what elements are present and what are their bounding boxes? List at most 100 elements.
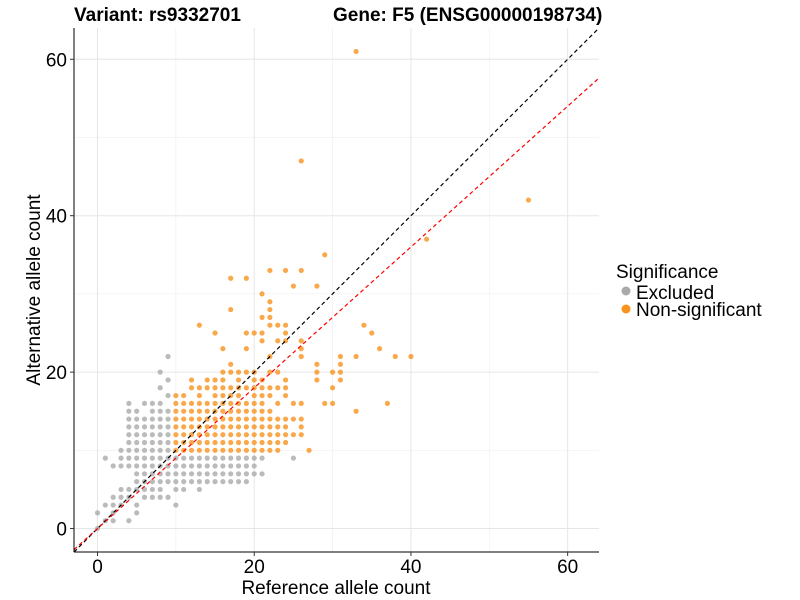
point-excluded — [149, 455, 155, 461]
point-excluded — [134, 463, 140, 469]
point-excluded — [126, 400, 132, 407]
point-excluded — [134, 471, 140, 477]
point-excluded — [157, 494, 163, 500]
point-excluded — [134, 479, 140, 485]
point-excluded — [157, 385, 163, 391]
point-excluded — [165, 416, 171, 422]
point-non-significant — [259, 424, 265, 430]
point-non-significant — [337, 353, 344, 360]
point-excluded — [126, 416, 132, 422]
point-excluded — [228, 463, 234, 469]
point-excluded — [126, 424, 132, 430]
point-non-significant — [282, 432, 289, 438]
point-excluded — [110, 494, 116, 500]
legend-label-non-significant: Non-significant — [636, 300, 762, 321]
point-excluded — [204, 471, 210, 477]
point-non-significant — [181, 432, 187, 438]
point-non-significant — [282, 416, 289, 422]
point-non-significant — [337, 361, 344, 367]
point-excluded — [118, 486, 124, 493]
point-non-significant — [188, 377, 195, 383]
point-excluded — [251, 471, 257, 477]
point-excluded — [118, 447, 124, 453]
point-non-significant — [251, 330, 257, 336]
point-non-significant — [259, 330, 265, 336]
point-non-significant — [212, 392, 218, 399]
point-non-significant — [353, 353, 359, 360]
point-excluded — [188, 463, 195, 469]
point-non-significant — [251, 392, 257, 399]
point-non-significant — [235, 416, 242, 422]
point-non-significant — [353, 408, 359, 414]
point-non-significant — [290, 283, 297, 289]
point-excluded — [157, 400, 163, 407]
point-non-significant — [259, 439, 265, 446]
point-non-significant — [220, 424, 226, 430]
point-non-significant — [196, 385, 202, 391]
point-excluded — [165, 494, 171, 500]
point-non-significant — [251, 447, 257, 453]
point-excluded — [196, 463, 202, 469]
point-excluded — [157, 439, 163, 446]
point-non-significant — [204, 432, 210, 438]
point-non-significant — [181, 424, 187, 430]
point-non-significant — [243, 408, 249, 414]
point-non-significant — [204, 377, 210, 383]
point-non-significant — [267, 385, 273, 391]
point-excluded — [149, 416, 155, 422]
point-non-significant — [298, 267, 304, 274]
point-excluded — [204, 479, 210, 485]
point-non-significant — [314, 361, 320, 367]
point-non-significant — [329, 369, 336, 375]
point-excluded — [134, 447, 140, 453]
point-excluded — [196, 471, 202, 477]
point-non-significant — [204, 447, 210, 453]
y-tick-label: 60 — [46, 50, 67, 71]
point-excluded — [110, 502, 116, 508]
point-excluded — [212, 463, 218, 469]
point-excluded — [212, 479, 218, 485]
point-excluded — [126, 518, 132, 524]
point-excluded — [212, 455, 218, 461]
point-non-significant — [243, 346, 249, 352]
point-non-significant — [267, 408, 273, 414]
point-non-significant — [243, 330, 249, 336]
point-non-significant — [243, 439, 249, 446]
point-excluded — [165, 392, 171, 399]
point-non-significant — [188, 424, 195, 430]
point-excluded — [243, 479, 249, 485]
point-excluded — [134, 455, 140, 461]
point-excluded — [165, 432, 171, 438]
point-non-significant — [204, 408, 210, 414]
point-excluded — [94, 510, 101, 516]
point-non-significant — [235, 424, 242, 430]
point-non-significant — [228, 408, 234, 414]
chart-title-gene: Gene: F5 (ENSG00000198734) — [333, 5, 602, 26]
point-excluded — [165, 408, 171, 414]
point-non-significant — [228, 447, 234, 453]
y-tick-label: 40 — [46, 207, 67, 228]
legend: Significance Excluded Non-significant — [616, 262, 762, 321]
point-excluded — [188, 471, 195, 477]
y-tick-label: 0 — [56, 520, 67, 541]
point-excluded — [149, 463, 155, 469]
point-excluded — [141, 416, 148, 422]
point-excluded — [259, 471, 265, 477]
point-non-significant — [298, 353, 304, 360]
point-non-significant — [181, 400, 187, 407]
point-non-significant — [243, 424, 249, 430]
point-excluded — [118, 455, 124, 461]
point-excluded — [165, 447, 171, 453]
point-non-significant — [267, 322, 273, 328]
point-excluded — [157, 369, 163, 375]
point-non-significant — [275, 424, 281, 430]
point-excluded — [157, 455, 163, 461]
point-excluded — [141, 424, 148, 430]
point-excluded — [149, 486, 155, 493]
point-non-significant — [173, 439, 179, 446]
x-tick-label: 40 — [400, 557, 421, 578]
point-non-significant — [196, 439, 202, 446]
point-excluded — [157, 424, 163, 430]
point-non-significant — [228, 385, 234, 391]
point-non-significant — [298, 416, 304, 422]
